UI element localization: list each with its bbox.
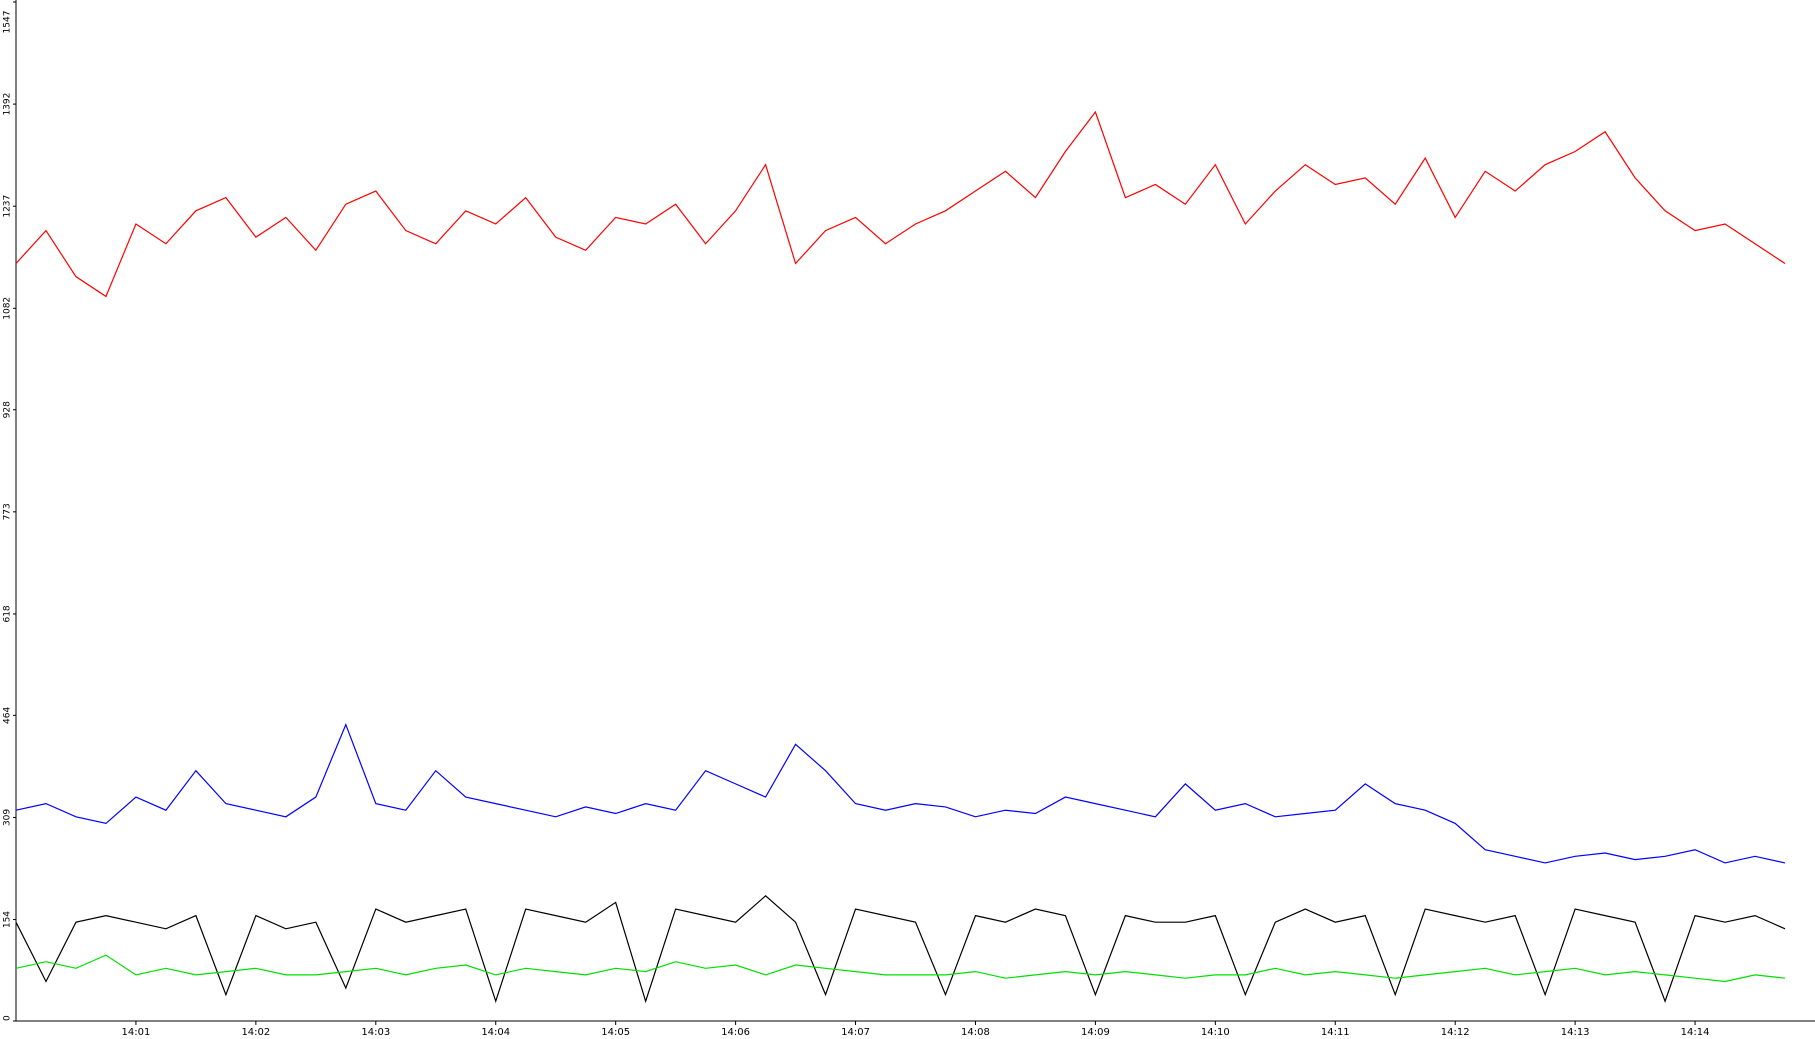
y-tick-label: 309 — [3, 809, 13, 826]
x-tick-label: 14:11 — [1321, 1027, 1350, 1038]
series-line — [15, 895, 1786, 1004]
x-tick-label: 14:14 — [1681, 1027, 1710, 1038]
y-tick-label: 154 — [3, 911, 13, 928]
x-tick-label: 14:12 — [1441, 1027, 1470, 1038]
x-tick-label: 14:05 — [601, 1027, 630, 1038]
x-tick-label: 14:07 — [841, 1027, 870, 1038]
x-tick-label: 14:13 — [1561, 1027, 1590, 1038]
y-tick-label: 928 — [3, 401, 13, 418]
y-tick-label: 773 — [3, 503, 13, 520]
series-line — [15, 722, 1786, 864]
y-tick-label: 618 — [3, 605, 13, 622]
x-tick-label: 14:10 — [1201, 1027, 1230, 1038]
y-tick-label: 1082 — [3, 297, 13, 320]
x-tick-label: 14:01 — [122, 1027, 151, 1038]
y-tick-label: 0 — [3, 1015, 13, 1021]
x-tick-label: 14:02 — [241, 1027, 270, 1038]
y-tick-label: 1237 — [3, 195, 13, 218]
x-tick-label: 14:03 — [361, 1027, 390, 1038]
x-tick-label: 14:08 — [961, 1027, 990, 1038]
y-tick-label: 1392 — [3, 93, 13, 116]
series-line — [15, 110, 1786, 298]
y-tick-label: 464 — [3, 707, 13, 724]
x-tick-label: 14:09 — [1081, 1027, 1110, 1038]
y-tick-label: 1547 — [3, 11, 13, 34]
series-line — [15, 954, 1786, 983]
x-tick-label: 14:06 — [721, 1027, 750, 1038]
x-tick-label: 14:04 — [481, 1027, 510, 1038]
